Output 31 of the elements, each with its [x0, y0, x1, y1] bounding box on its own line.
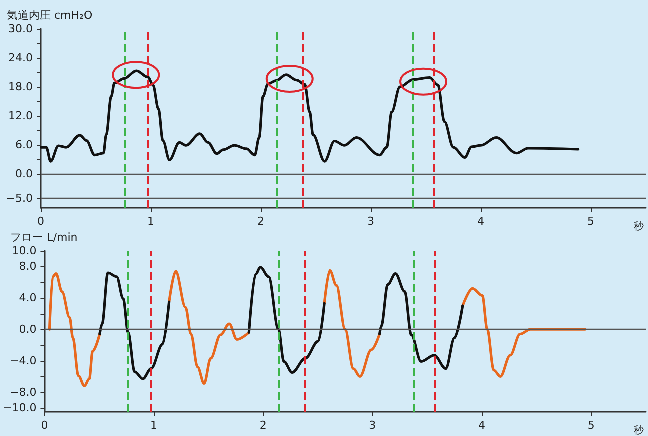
y-tick-label: −10.0 [2, 402, 37, 415]
y-tick-label: 0.0 [16, 168, 33, 181]
y-tick-label: 24.0 [8, 52, 33, 65]
y-tick-label: 18.0 [8, 80, 33, 94]
x-tick-label: 2 [260, 419, 267, 432]
y-tick-label: 12.0 [8, 110, 33, 123]
x-tick-label: 0 [41, 419, 48, 432]
y-tick-label: 4.0 [19, 292, 37, 305]
y-tick-label: −4.0 [10, 354, 37, 368]
x-tick-label: 3 [368, 215, 374, 228]
x-tick-label: 5 [588, 215, 594, 228]
y-tick-label: 0.0 [19, 323, 37, 336]
x-tick-label: 4 [478, 419, 486, 432]
x-axis-title: 秒 [634, 220, 644, 232]
y-axis-title: 気道内圧 cmH₂O [7, 9, 93, 22]
x-tick-label: 5 [588, 419, 595, 432]
x-tick-label: 1 [150, 419, 158, 432]
y-tick-label: 8.0 [19, 260, 37, 274]
line-series [40, 70, 580, 163]
y-tick-label: −5.0 [6, 192, 33, 205]
x-tick-label: 4 [478, 215, 484, 228]
x-tick-label: 0 [38, 215, 44, 228]
y-tick-label: 30.0 [8, 22, 33, 36]
x-tick-label: 1 [148, 215, 154, 228]
y-axis-title: フロー L/min [10, 231, 78, 244]
x-tick-label: 3 [369, 419, 376, 432]
x-axis-title: 秒 [634, 424, 644, 436]
y-tick-label: −8.0 [10, 386, 37, 399]
y-tick-label: 6.0 [16, 138, 33, 152]
x-tick-label: 2 [258, 215, 264, 228]
y-tick-label: 10.0 [12, 244, 37, 258]
